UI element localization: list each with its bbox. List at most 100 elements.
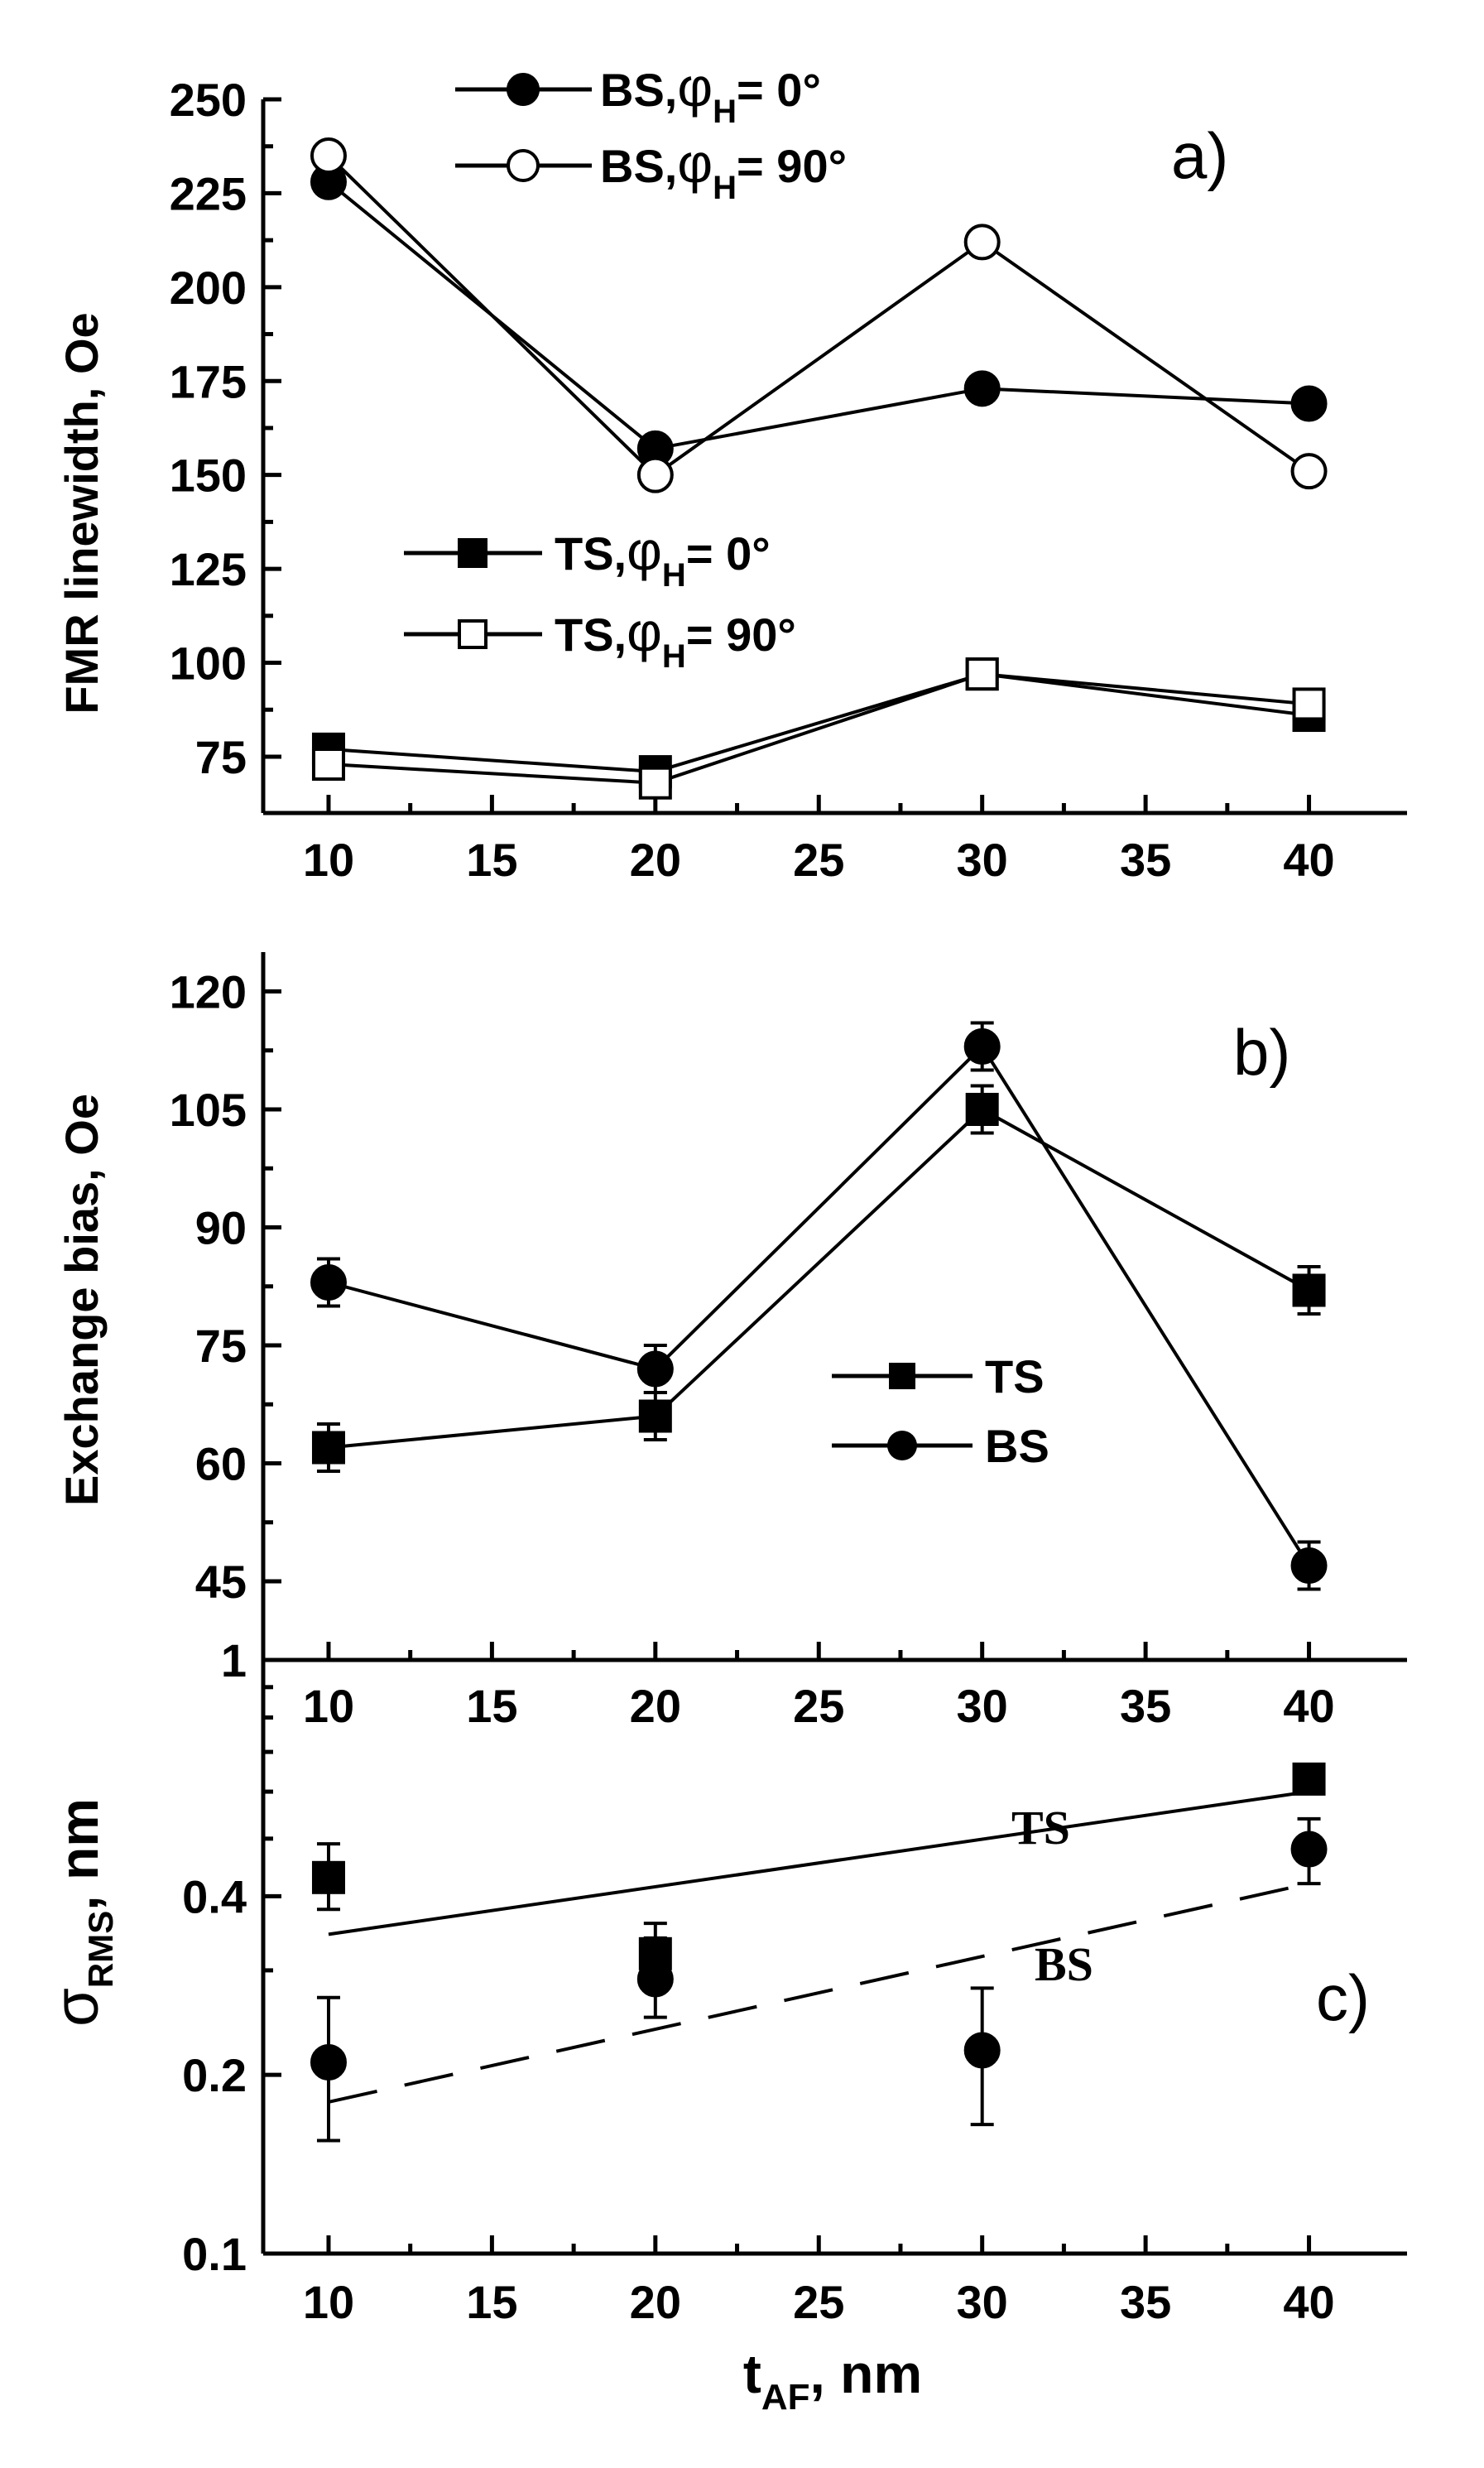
y-tick-label: 100 bbox=[170, 637, 247, 690]
series-line-ts-h-0 bbox=[328, 672, 1309, 774]
fit-line-bs bbox=[328, 1882, 1309, 2104]
data-point-ts-h-90 bbox=[638, 766, 672, 800]
data-point-bs-h-90 bbox=[963, 224, 1001, 261]
data-point-bs bbox=[636, 1960, 674, 1998]
series-line-bs bbox=[328, 1043, 1311, 1567]
data-point-ts bbox=[638, 1399, 672, 1433]
panel-c-chart: 10 15 20 25 30 35 40 0.1 0.2 0.4 1 c) σRMS, nm tAF… bbox=[41, 1634, 1407, 2417]
panel-b-legend: TS BS bbox=[832, 1350, 1049, 1472]
y-tick-label: 45 bbox=[195, 1556, 247, 1608]
y-tick-label: 200 bbox=[170, 262, 247, 314]
legend-item-ts-90: TS,φH= 90° bbox=[404, 601, 796, 675]
x-tick-label: 25 bbox=[793, 1680, 844, 1732]
panel-a-chart: 10 15 20 25 30 35 40 75 100 125 150 175 200 225 250 a)… bbox=[55, 56, 1407, 886]
series-line-ts-h-90 bbox=[328, 672, 1309, 785]
x-tick-label: 25 bbox=[793, 834, 844, 886]
legend-item-ts-0: TS,φH= 0° bbox=[404, 520, 771, 594]
y-tick-label: 75 bbox=[195, 1320, 247, 1372]
data-point-ts-h-90 bbox=[1292, 687, 1326, 721]
panel-c-label: c) bbox=[1316, 1961, 1370, 2034]
panel-a-marks: 10 15 20 25 30 35 40 75 100 125 150 175 200 225 250 bbox=[170, 74, 1407, 886]
legend-square-filled-marker bbox=[889, 1363, 915, 1389]
panel-a-legend: BS,φH= 0° BS,φH= 90° TS,φH= 0° TS,φH= 90… bbox=[404, 56, 847, 675]
annotation-ts: TS bbox=[1011, 1801, 1070, 1855]
data-point-bs bbox=[963, 1028, 1001, 1065]
y-tick-label: 125 bbox=[170, 543, 247, 595]
x-tick-label: 40 bbox=[1283, 834, 1334, 886]
data-point-ts bbox=[1292, 1273, 1326, 1307]
y-tick-label: 0.2 bbox=[182, 2049, 247, 2101]
x-tick-label: 30 bbox=[957, 2276, 1008, 2328]
legend-bs-0-text: BS,φH= 0° bbox=[600, 56, 821, 130]
x-tick-label: 35 bbox=[1120, 834, 1171, 886]
y-tick-label: 0.4 bbox=[182, 1870, 247, 1922]
x-tick-label: 10 bbox=[303, 834, 354, 886]
panel-b-chart: 10 15 20 25 30 35 40 45 60 75 90 105 120 b) Exchange… bbox=[55, 952, 1407, 1732]
y-tick-label: 225 bbox=[170, 167, 247, 219]
fit-line-ts bbox=[328, 1790, 1309, 1936]
annotation-bs: BS bbox=[1035, 1937, 1093, 1991]
data-point-bs-h-0 bbox=[963, 370, 1001, 407]
legend-bs-90-text: BS,φH= 90° bbox=[600, 132, 847, 206]
data-point-bs bbox=[1290, 1547, 1328, 1584]
y-tick-label: 90 bbox=[195, 1202, 247, 1254]
x-tick-label: 40 bbox=[1283, 1680, 1334, 1732]
panel-c-x-axis-label: tAF, nm bbox=[743, 2343, 922, 2417]
x-tick-label: 40 bbox=[1283, 2276, 1334, 2328]
panel-c-marks: 10 15 20 25 30 35 40 0.1 0.2 0.4 1 bbox=[182, 1634, 1407, 2328]
data-point-ts bbox=[311, 1860, 345, 1894]
legend-circle-open-marker bbox=[507, 149, 540, 182]
data-point-ts bbox=[1292, 1762, 1326, 1796]
legend-item-bs-90: BS,φH= 90° bbox=[455, 132, 847, 206]
x-tick-label: 10 bbox=[303, 2276, 354, 2328]
x-tick-label: 15 bbox=[466, 834, 517, 886]
x-tick-label: 30 bbox=[957, 1680, 1008, 1732]
x-tick-label: 15 bbox=[466, 2276, 517, 2328]
legend-circle-filled-marker bbox=[887, 1431, 917, 1460]
data-point-bs bbox=[310, 2043, 347, 2081]
y-tick-label: 60 bbox=[195, 1438, 247, 1490]
legend-ts-text: TS bbox=[985, 1350, 1045, 1402]
y-tick-label: 250 bbox=[170, 74, 247, 126]
legend-square-filled-marker bbox=[458, 538, 487, 568]
legend-item-ts: TS bbox=[832, 1350, 1045, 1402]
y-tick-label: 0.1 bbox=[182, 2228, 247, 2280]
data-point-bs bbox=[963, 2032, 1001, 2069]
panel-a-y-axis-label: FMR linewidth, Oe bbox=[55, 312, 108, 714]
y-tick-label: 175 bbox=[170, 355, 247, 407]
y-tick-label: 1 bbox=[221, 1634, 247, 1686]
panel-c-y-axis-label: σRMS, nm bbox=[41, 1798, 120, 2027]
legend-ts-90-text: TS,φH= 90° bbox=[555, 601, 796, 675]
x-tick-label: 15 bbox=[466, 1680, 517, 1732]
x-tick-label: 35 bbox=[1120, 1680, 1171, 1732]
x-tick-label: 30 bbox=[957, 834, 1008, 886]
data-point-bs-h-90 bbox=[1290, 453, 1328, 490]
data-point-ts-h-90 bbox=[965, 657, 999, 691]
series-line-ts bbox=[328, 1107, 1310, 1450]
data-point-bs-h-90 bbox=[636, 456, 674, 493]
data-point-bs-h-90 bbox=[310, 137, 347, 175]
legend-item-bs-0: BS,φH= 0° bbox=[455, 56, 821, 130]
x-tick-label: 10 bbox=[303, 1680, 354, 1732]
data-point-bs-h-0 bbox=[1290, 385, 1328, 422]
x-tick-label: 35 bbox=[1120, 2276, 1171, 2328]
y-tick-label: 120 bbox=[170, 966, 247, 1018]
y-tick-label: 150 bbox=[170, 450, 247, 502]
legend-ts-0-text: TS,φH= 0° bbox=[555, 520, 771, 594]
panel-a-label: a) bbox=[1171, 119, 1228, 192]
legend-bs-text: BS bbox=[985, 1420, 1049, 1472]
series-line-bs-h-90 bbox=[327, 154, 1310, 478]
data-point-bs bbox=[636, 1350, 674, 1388]
x-tick-label: 25 bbox=[793, 2276, 844, 2328]
data-point-bs bbox=[1290, 1831, 1328, 1868]
data-point-bs bbox=[310, 1264, 347, 1301]
legend-square-open-marker bbox=[458, 619, 487, 649]
x-tick-label: 20 bbox=[630, 834, 681, 886]
panel-b-label: b) bbox=[1233, 1016, 1290, 1089]
data-point-ts bbox=[311, 1431, 345, 1465]
panel-b-marks: 10 15 20 25 30 35 40 45 60 75 90 105 120 bbox=[170, 952, 1407, 1732]
legend-circle-filled-marker bbox=[507, 73, 540, 106]
x-tick-label: 20 bbox=[630, 1680, 681, 1732]
data-point-ts bbox=[965, 1093, 999, 1126]
